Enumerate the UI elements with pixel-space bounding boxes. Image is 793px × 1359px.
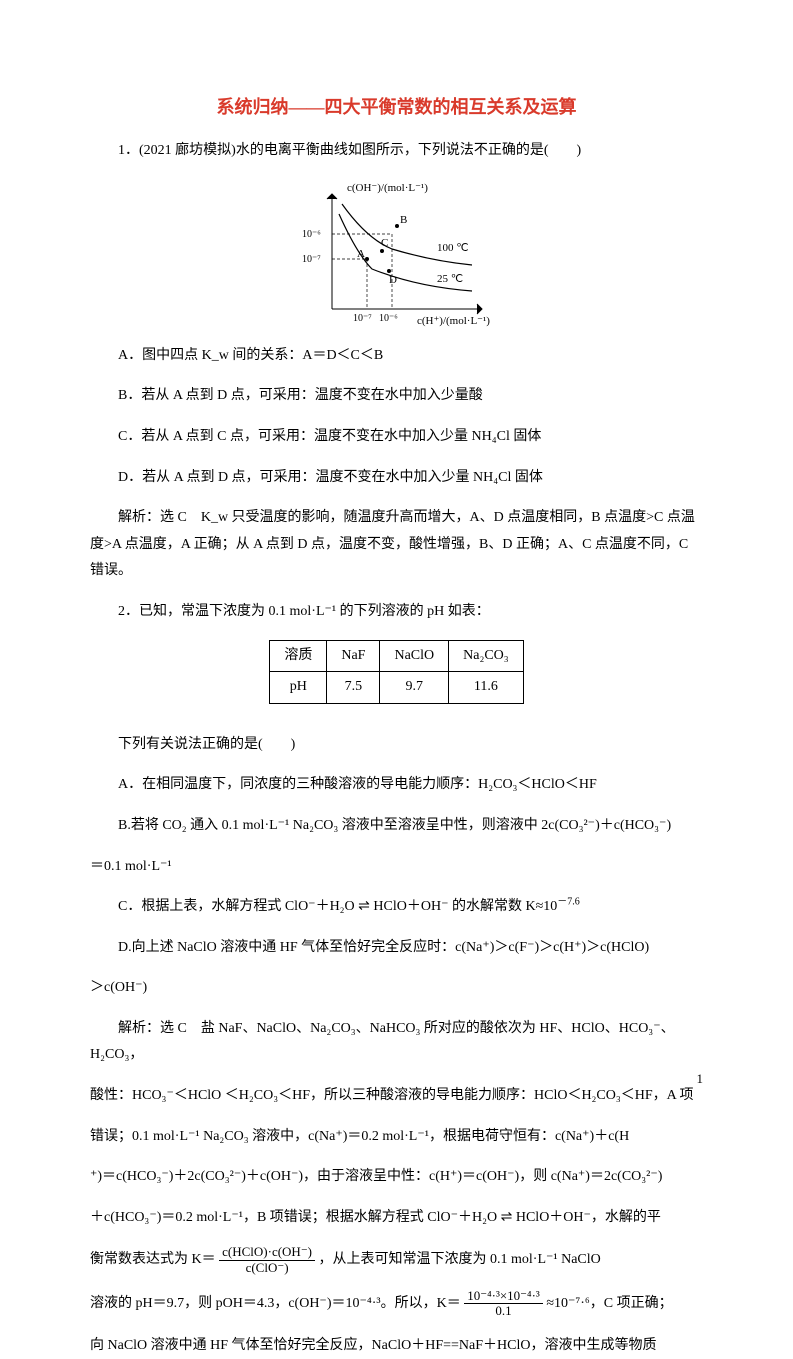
q2-exp-e: ＋c(HCO₃⁻)＝0.2 mol·L⁻¹，B 项错误；根据水解方程式 ClO⁻… xyxy=(90,1205,703,1232)
q1-opt-b: B．若从 A 点到 D 点，可采用：温度不变在水中加入少量酸 xyxy=(90,383,703,410)
frac-intro: 衡常数表达式为 K＝ xyxy=(90,1252,216,1267)
th-naclo: NaClO xyxy=(380,640,449,672)
page: 系统归纳——四大平衡常数的相互关系及运算 1．(2021 廊坊模拟)水的电离平衡… xyxy=(0,0,793,1122)
p2-post: ≈10⁻⁷·⁶，C 项正确； xyxy=(546,1296,672,1311)
th-solute: 溶质 xyxy=(270,640,327,672)
q1-opt-c: C．若从 A 点到 C 点，可采用：温度不变在水中加入少量 NH₄Cl 固体 xyxy=(90,424,703,451)
q2-opt-c-exp: －7.6 xyxy=(557,896,580,907)
point-b: B xyxy=(400,214,407,226)
point-a: A xyxy=(357,248,365,260)
q1-stem: 1．(2021 廊坊模拟)水的电离平衡曲线如图所示，下列说法不正确的是( ) xyxy=(90,138,703,165)
q2-exp-b: 酸性：HCO₃⁻＜HClO ＜H₂CO₃＜HF，所以三种酸溶液的导电能力顺序：H… xyxy=(90,1083,703,1110)
equilibrium-icon: ⇌ xyxy=(358,899,370,914)
th-naf: NaF xyxy=(327,640,380,672)
q2-exp-frac-line: 衡常数表达式为 K＝ c(HClO)·c(OH⁻) c(ClO⁻) ，从上表可知… xyxy=(90,1245,703,1275)
ytick-0: 10⁻⁶ xyxy=(302,229,321,240)
x-axis-label: c(H⁺)/(mol·L⁻¹) xyxy=(417,315,490,327)
frac-den: c(ClO⁻) xyxy=(219,1261,315,1275)
q2-exp-e-pre: ＋c(HCO₃⁻)＝0.2 mol·L⁻¹，B 项错误；根据水解方程式 ClO⁻… xyxy=(90,1210,497,1225)
y-axis-label: c(OH⁻)/(mol·L⁻¹) xyxy=(347,182,428,194)
page-title: 系统归纳——四大平衡常数的相互关系及运算 xyxy=(90,90,703,124)
q2-exp-p3: 向 NaClO 溶液中通 HF 气体至恰好完全反应，NaClO＋HF==NaF＋… xyxy=(90,1333,703,1359)
q2-substem: 下列有关说法正确的是( ) xyxy=(90,732,703,759)
equilibrium-icon: ⇌ xyxy=(501,1210,513,1225)
q2-opt-d: D.向上述 NaClO 溶液中通 HF 气体至恰好完全反应时：c(Na⁺)＞c(… xyxy=(90,935,703,962)
xtick-1: 10⁻⁶ xyxy=(379,313,398,324)
q2-opt-b: B.若将 CO₂ 通入 0.1 mol·L⁻¹ Na₂CO₃ 溶液中至溶液呈中性… xyxy=(90,813,703,840)
frac-num: c(HClO)·c(OH⁻) xyxy=(219,1245,315,1260)
q2-opt-c-pre: C．根据上表，水解方程式 ClO⁻＋H₂O xyxy=(118,899,355,914)
ionization-graph: c(OH⁻)/(mol·L⁻¹) c(H⁺)/(mol·L⁻¹) A B C D… xyxy=(297,179,497,329)
td-ph-label: pH xyxy=(270,672,327,704)
q2-opt-c: C．根据上表，水解方程式 ClO⁻＋H₂O ⇌ HClO＋OH⁻ 的水解常数 K… xyxy=(90,894,703,921)
table-row: pH 7.5 9.7 11.6 xyxy=(270,672,523,704)
q1-opt-a: A．图中四点 K_w 间的关系：A＝D＜C＜B xyxy=(90,343,703,370)
q2-exp-p2: 溶液的 pH＝9.7，则 pOH＝4.3，c(OH⁻)＝10⁻⁴·³。所以，K＝… xyxy=(90,1289,703,1319)
table-row: 溶质 NaF NaClO Na₂CO₃ xyxy=(270,640,523,672)
q2-opt-a: A．在相同温度下，同浓度的三种酸溶液的导电能力顺序：H₂CO₃＜HClO＜HF xyxy=(90,772,703,799)
q2-exp-d: ⁺)＝c(HCO₃⁻)＋2c(CO₃²⁻)＋c(OH⁻)，由于溶液呈中性：c(H… xyxy=(90,1164,703,1191)
q1-opt-d: D．若从 A 点到 D 点，可采用：温度不变在水中加入少量 NH₄Cl 固体 xyxy=(90,465,703,492)
point-c: C xyxy=(381,237,388,249)
ytick-1: 10⁻⁷ xyxy=(302,254,321,265)
q2-opt-c-mid: HClO＋OH⁻ 的水解常数 K≈10 xyxy=(373,899,557,914)
page-number: 1 xyxy=(697,1067,704,1092)
q2-opt-d2: ＞c(OH⁻) xyxy=(90,975,703,1002)
q2-opt-d1: D.向上述 NaClO 溶液中通 HF 气体至恰好完全反应时：c(Na⁺)＞c(… xyxy=(118,940,649,955)
q2-exp-e-post: HClO＋OH⁻，水解的平 xyxy=(516,1210,661,1225)
q1-explain: 解析：选 C K_w 只受温度的影响，随温度升高而增大，A、D 点温度相同，B … xyxy=(90,505,703,585)
q2-exp-c: 错误；0.1 mol·L⁻¹ Na₂CO₃ 溶液中，c(Na⁺)＝0.2 mol… xyxy=(90,1124,703,1151)
ph-table: 溶质 NaF NaClO Na₂CO₃ pH 7.5 9.7 11.6 xyxy=(269,640,523,704)
point-d: D xyxy=(389,274,397,286)
fraction-k2: 10⁻⁴·³×10⁻⁴·³ 0.1 xyxy=(464,1289,543,1319)
frac2-den: 0.1 xyxy=(464,1304,543,1318)
curve-100: 100 ℃ xyxy=(437,242,469,254)
p2-pre: 溶液的 pH＝9.7，则 pOH＝4.3，c(OH⁻)＝10⁻⁴·³。所以，K＝ xyxy=(90,1296,461,1311)
td-val-1: 9.7 xyxy=(380,672,449,704)
xtick-0: 10⁻⁷ xyxy=(353,313,372,324)
curve-25: 25 ℃ xyxy=(437,273,463,285)
th-na2co3: Na₂CO₃ xyxy=(449,640,524,672)
fraction-k: c(HClO)·c(OH⁻) c(ClO⁻) xyxy=(219,1245,315,1275)
td-val-0: 7.5 xyxy=(327,672,380,704)
q2-exp-a: 解析：选 C 盐 NaF、NaClO、Na₂CO₃、NaHCO₃ 所对应的酸依次… xyxy=(90,1016,703,1069)
q2-stem: 2．已知，常温下浓度为 0.1 mol·L⁻¹ 的下列溶液的 pH 如表： xyxy=(90,599,703,626)
td-val-2: 11.6 xyxy=(449,672,524,704)
after-frac: ，从上表可知常温下浓度为 0.1 mol·L⁻¹ NaClO xyxy=(319,1252,601,1267)
frac2-num: 10⁻⁴·³×10⁻⁴·³ xyxy=(464,1289,543,1304)
q2-opt-b2: ＝0.1 mol·L⁻¹ xyxy=(90,854,703,881)
q2-opt-b1: B.若将 CO₂ 通入 0.1 mol·L⁻¹ Na₂CO₃ 溶液中至溶液呈中性… xyxy=(118,818,671,833)
